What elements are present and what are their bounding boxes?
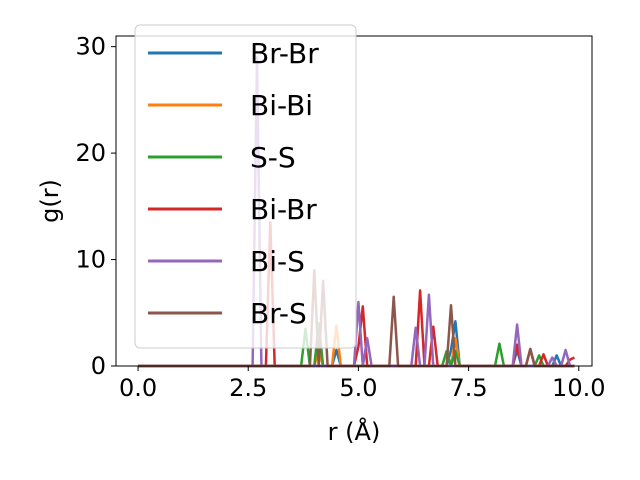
axes: 0.0 2.5 5.0 7.5 10.0 0 10 20 30 bbox=[75, 33, 605, 402]
y-tick-label: 0 bbox=[91, 352, 106, 380]
legend: Br-Br Bi-Bi S-S Bi-Br Bi-S Br-S bbox=[134, 24, 357, 349]
legend-box bbox=[134, 24, 357, 349]
y-tick-label: 10 bbox=[75, 246, 106, 274]
x-tick-label: 5.0 bbox=[339, 374, 377, 402]
y-axis-label: g(r) bbox=[36, 179, 64, 223]
y-tick-label: 20 bbox=[75, 139, 106, 167]
x-tick-label: 2.5 bbox=[229, 374, 267, 402]
legend-label: Br-S bbox=[250, 297, 307, 330]
legend-label: Bi-Bi bbox=[250, 89, 313, 122]
legend-label: Bi-S bbox=[250, 245, 305, 278]
legend-label: Bi-Br bbox=[250, 193, 317, 226]
x-axis-label: r (Å) bbox=[328, 417, 381, 446]
legend-label: S-S bbox=[250, 141, 296, 174]
y-tick-label: 30 bbox=[75, 33, 106, 61]
x-tick-label: 0.0 bbox=[119, 374, 157, 402]
x-tick-label: 7.5 bbox=[450, 374, 488, 402]
legend-label: Br-Br bbox=[250, 37, 319, 70]
x-tick-label: 10.0 bbox=[552, 374, 605, 402]
